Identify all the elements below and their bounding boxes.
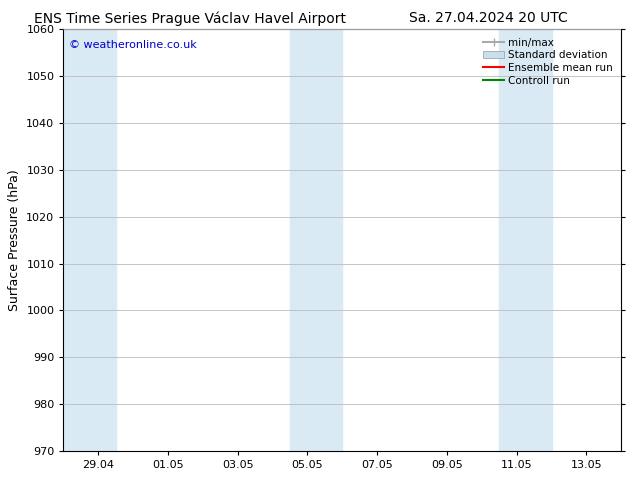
Bar [63, 29, 115, 451]
Text: ENS Time Series Prague Václav Havel Airport: ENS Time Series Prague Václav Havel Airp… [34, 11, 346, 26]
Text: Sa. 27.04.2024 20 UTC: Sa. 27.04.2024 20 UTC [409, 11, 567, 25]
Bar [500, 29, 552, 451]
Legend: min/max, Standard deviation, Ensemble mean run, Controll run: min/max, Standard deviation, Ensemble me… [480, 35, 616, 89]
Y-axis label: Surface Pressure (hPa): Surface Pressure (hPa) [8, 169, 21, 311]
Text: © weatheronline.co.uk: © weatheronline.co.uk [69, 40, 197, 50]
Bar [290, 29, 342, 451]
